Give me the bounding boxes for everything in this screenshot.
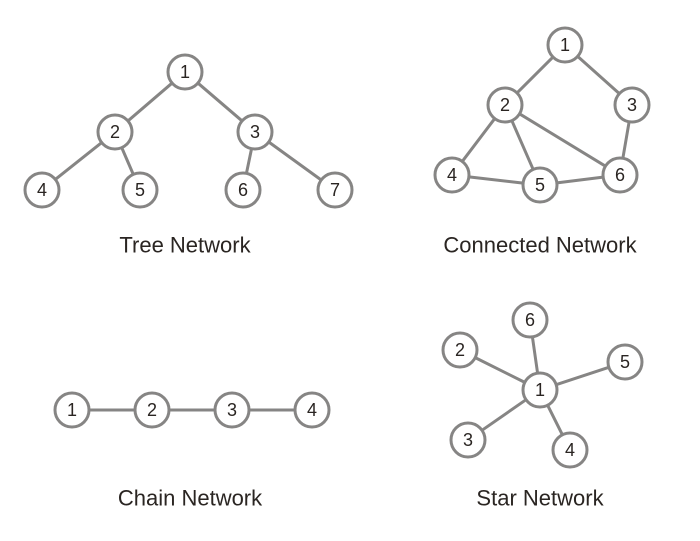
node-label: 5 [620, 352, 630, 372]
connected-edge [512, 121, 533, 170]
connected-edges [462, 56, 629, 183]
star-edge [556, 367, 609, 384]
node-label: 3 [250, 122, 260, 142]
tree-node-2: 2 [98, 115, 132, 149]
connected-node-1: 1 [548, 28, 582, 62]
star-node-4: 4 [553, 433, 587, 467]
tree-node-3: 3 [238, 115, 272, 149]
node-label: 1 [180, 62, 190, 82]
tree-edge [55, 143, 101, 180]
node-label: 5 [135, 180, 145, 200]
tree-node-1: 1 [168, 55, 202, 89]
node-label: 3 [227, 400, 237, 420]
tree-node-6: 6 [226, 173, 260, 207]
chain-node-4: 4 [295, 393, 329, 427]
node-label: 3 [627, 95, 637, 115]
node-label: 6 [525, 310, 535, 330]
node-label: 2 [455, 340, 465, 360]
connected-diagram: 1 2 3 4 5 6 Connected Network [435, 28, 649, 258]
tree-node-4: 4 [25, 173, 59, 207]
chain-node-1: 1 [55, 393, 89, 427]
tree-edge [122, 148, 134, 175]
star-edge [482, 400, 526, 431]
tree-node-5: 5 [123, 173, 157, 207]
node-label: 6 [615, 165, 625, 185]
connected-edge [520, 114, 606, 166]
chain-caption: Chain Network [118, 486, 263, 511]
star-edge [532, 337, 537, 373]
star-diagram: 1 2 3 4 5 6 Star Network [443, 303, 642, 511]
node-label: 1 [560, 35, 570, 55]
connected-edge [469, 177, 523, 183]
node-label: 2 [110, 122, 120, 142]
tree-edge [246, 149, 251, 174]
node-label: 5 [535, 175, 545, 195]
star-node-3: 3 [451, 423, 485, 457]
connected-node-3: 3 [615, 88, 649, 122]
node-label: 1 [67, 400, 77, 420]
node-label: 4 [37, 180, 47, 200]
star-node-2: 2 [443, 333, 477, 367]
star-node-6: 6 [513, 303, 547, 337]
star-nodes: 1 2 3 4 5 6 [443, 303, 642, 467]
node-label: 2 [500, 95, 510, 115]
tree-edge [128, 83, 172, 121]
star-node-5: 5 [608, 345, 642, 379]
connected-node-2: 2 [488, 88, 522, 122]
connected-nodes: 1 2 3 4 5 6 [435, 28, 649, 202]
connected-edge [557, 177, 603, 183]
star-edge [548, 405, 563, 435]
node-label: 4 [565, 440, 575, 460]
connected-caption: Connected Network [443, 233, 637, 258]
connected-edge [578, 56, 620, 93]
network-diagrams: 1 2 3 4 5 6 7 Tree Network 1 2 3 4 5 6 Connected Netwo… [0, 0, 700, 541]
connected-edge [623, 122, 629, 158]
tree-nodes: 1 2 3 4 5 6 7 [25, 55, 352, 207]
star-node-1: 1 [523, 373, 557, 407]
node-label: 2 [147, 400, 157, 420]
tree-diagram: 1 2 3 4 5 6 7 Tree Network [25, 55, 352, 258]
connected-edge [462, 119, 494, 162]
node-label: 6 [238, 180, 248, 200]
tree-edge [198, 83, 242, 121]
node-label: 3 [463, 430, 473, 450]
tree-caption: Tree Network [119, 233, 251, 258]
connected-node-6: 6 [603, 158, 637, 192]
chain-diagram: 1 2 3 4 Chain Network [55, 393, 329, 511]
connected-edge [517, 57, 553, 93]
tree-edge [269, 142, 321, 180]
connected-node-5: 5 [523, 168, 557, 202]
node-label: 1 [535, 380, 545, 400]
node-label: 4 [447, 165, 457, 185]
tree-node-7: 7 [318, 173, 352, 207]
node-label: 4 [307, 400, 317, 420]
chain-node-2: 2 [135, 393, 169, 427]
chain-node-3: 3 [215, 393, 249, 427]
star-caption: Star Network [476, 486, 604, 511]
node-label: 7 [330, 180, 340, 200]
tree-edges [55, 83, 321, 180]
star-edge [475, 358, 525, 383]
connected-node-4: 4 [435, 158, 469, 192]
